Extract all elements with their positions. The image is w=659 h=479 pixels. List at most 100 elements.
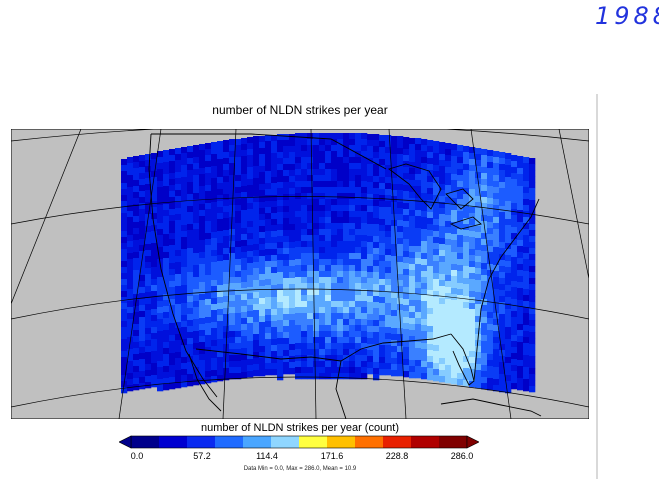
grid-cell bbox=[391, 232, 398, 239]
grid-cell bbox=[277, 218, 284, 225]
grid-cell bbox=[277, 302, 284, 309]
grid-cell bbox=[247, 185, 254, 192]
grid-cell bbox=[349, 133, 356, 140]
colorbar-swatches bbox=[130, 435, 468, 449]
grid-cell bbox=[133, 342, 140, 349]
grid-cell bbox=[157, 199, 164, 206]
grid-cell bbox=[157, 187, 164, 194]
grid-cell bbox=[211, 244, 218, 251]
grid-cell bbox=[301, 187, 308, 194]
grid-cell bbox=[175, 220, 182, 227]
grid-cell bbox=[325, 139, 332, 146]
grid-cell bbox=[505, 387, 512, 394]
grid-cell bbox=[211, 232, 218, 239]
grid-cell bbox=[409, 252, 416, 259]
grid-cell bbox=[349, 313, 356, 320]
grid-cell bbox=[391, 340, 398, 347]
grid-cell bbox=[163, 192, 170, 199]
grid-cell bbox=[349, 187, 356, 194]
grid-cell bbox=[343, 193, 350, 200]
grid-cell bbox=[361, 271, 368, 278]
grid-cell bbox=[139, 155, 146, 162]
grid-cell bbox=[385, 333, 392, 340]
grid-cell bbox=[277, 368, 284, 375]
grid-cell bbox=[469, 381, 476, 388]
grid-cell bbox=[469, 309, 476, 316]
grid-cell bbox=[187, 212, 194, 219]
grid-cell bbox=[391, 358, 398, 365]
grid-cell bbox=[439, 280, 446, 287]
grid-cell bbox=[187, 164, 194, 171]
grid-cell bbox=[187, 260, 194, 267]
grid-cell bbox=[187, 236, 194, 243]
grid-cell bbox=[331, 247, 338, 254]
grid-cell bbox=[277, 230, 284, 237]
grid-cell bbox=[289, 242, 296, 249]
grid-cell bbox=[439, 268, 446, 275]
grid-cell bbox=[277, 266, 284, 273]
grid-cell bbox=[433, 201, 440, 208]
grid-cell bbox=[403, 365, 410, 372]
grid-cell bbox=[469, 231, 476, 238]
grid-cell bbox=[481, 371, 488, 378]
grid-cell bbox=[169, 275, 176, 282]
data-stats: Data Min = 0.0, Max = 286.0, Mean = 10.9 bbox=[243, 466, 357, 472]
grid-cell bbox=[505, 333, 512, 340]
grid-cell bbox=[505, 375, 512, 382]
grid-cell bbox=[175, 208, 182, 215]
grid-cell bbox=[433, 345, 440, 352]
grid-cell bbox=[361, 247, 368, 254]
grid-cell bbox=[133, 156, 140, 163]
grid-cell bbox=[289, 332, 296, 339]
grid-cell bbox=[463, 350, 470, 357]
grid-cell bbox=[385, 141, 392, 148]
grid-cell bbox=[313, 367, 320, 374]
grid-cell bbox=[139, 191, 146, 198]
grid-cell bbox=[253, 268, 260, 275]
grid-cell bbox=[175, 232, 182, 239]
colorbar-tick: 0.0 bbox=[130, 451, 144, 461]
grid-cell bbox=[355, 193, 362, 200]
grid-cell bbox=[373, 230, 380, 237]
grid-cell bbox=[337, 289, 344, 296]
grid-cell bbox=[157, 331, 164, 338]
grid-cell bbox=[193, 199, 200, 206]
grid-cell bbox=[427, 200, 434, 207]
grid-cell bbox=[529, 386, 536, 393]
grid-cell bbox=[517, 300, 524, 307]
grid-cell bbox=[433, 147, 440, 154]
grid-cell bbox=[217, 315, 224, 322]
grid-cell bbox=[133, 330, 140, 337]
map-title: number of NLDN strikes per year bbox=[212, 103, 388, 117]
grid-cell bbox=[373, 272, 380, 279]
grid-cell bbox=[457, 325, 464, 332]
grid-cell bbox=[121, 261, 128, 268]
grid-cell bbox=[493, 151, 500, 158]
grid-cell bbox=[367, 326, 374, 333]
grid-cell bbox=[511, 245, 518, 252]
grid-cell bbox=[157, 295, 164, 302]
grid-cell bbox=[343, 211, 350, 218]
grid-cell bbox=[415, 288, 422, 295]
grid-cell bbox=[379, 225, 386, 232]
grid-cell bbox=[331, 325, 338, 332]
grid-cell bbox=[445, 239, 452, 246]
grid-cell bbox=[421, 307, 428, 314]
grid-cell bbox=[265, 165, 272, 172]
grid-cell bbox=[487, 354, 494, 361]
grid-cell bbox=[517, 222, 524, 229]
grid-cell bbox=[157, 307, 164, 314]
grid-cell bbox=[301, 241, 308, 248]
grid-cell bbox=[193, 253, 200, 260]
grid-cell bbox=[313, 283, 320, 290]
grid-cell bbox=[319, 343, 326, 350]
grid-cell bbox=[499, 362, 506, 369]
grid-cell bbox=[295, 133, 302, 140]
grid-cell bbox=[271, 321, 278, 328]
grid-cell bbox=[523, 187, 530, 194]
grid-cell bbox=[163, 222, 170, 229]
grid-cell bbox=[289, 368, 296, 375]
grid-cell bbox=[427, 212, 434, 219]
grid-cell bbox=[145, 346, 152, 353]
grid-cell bbox=[235, 253, 242, 260]
